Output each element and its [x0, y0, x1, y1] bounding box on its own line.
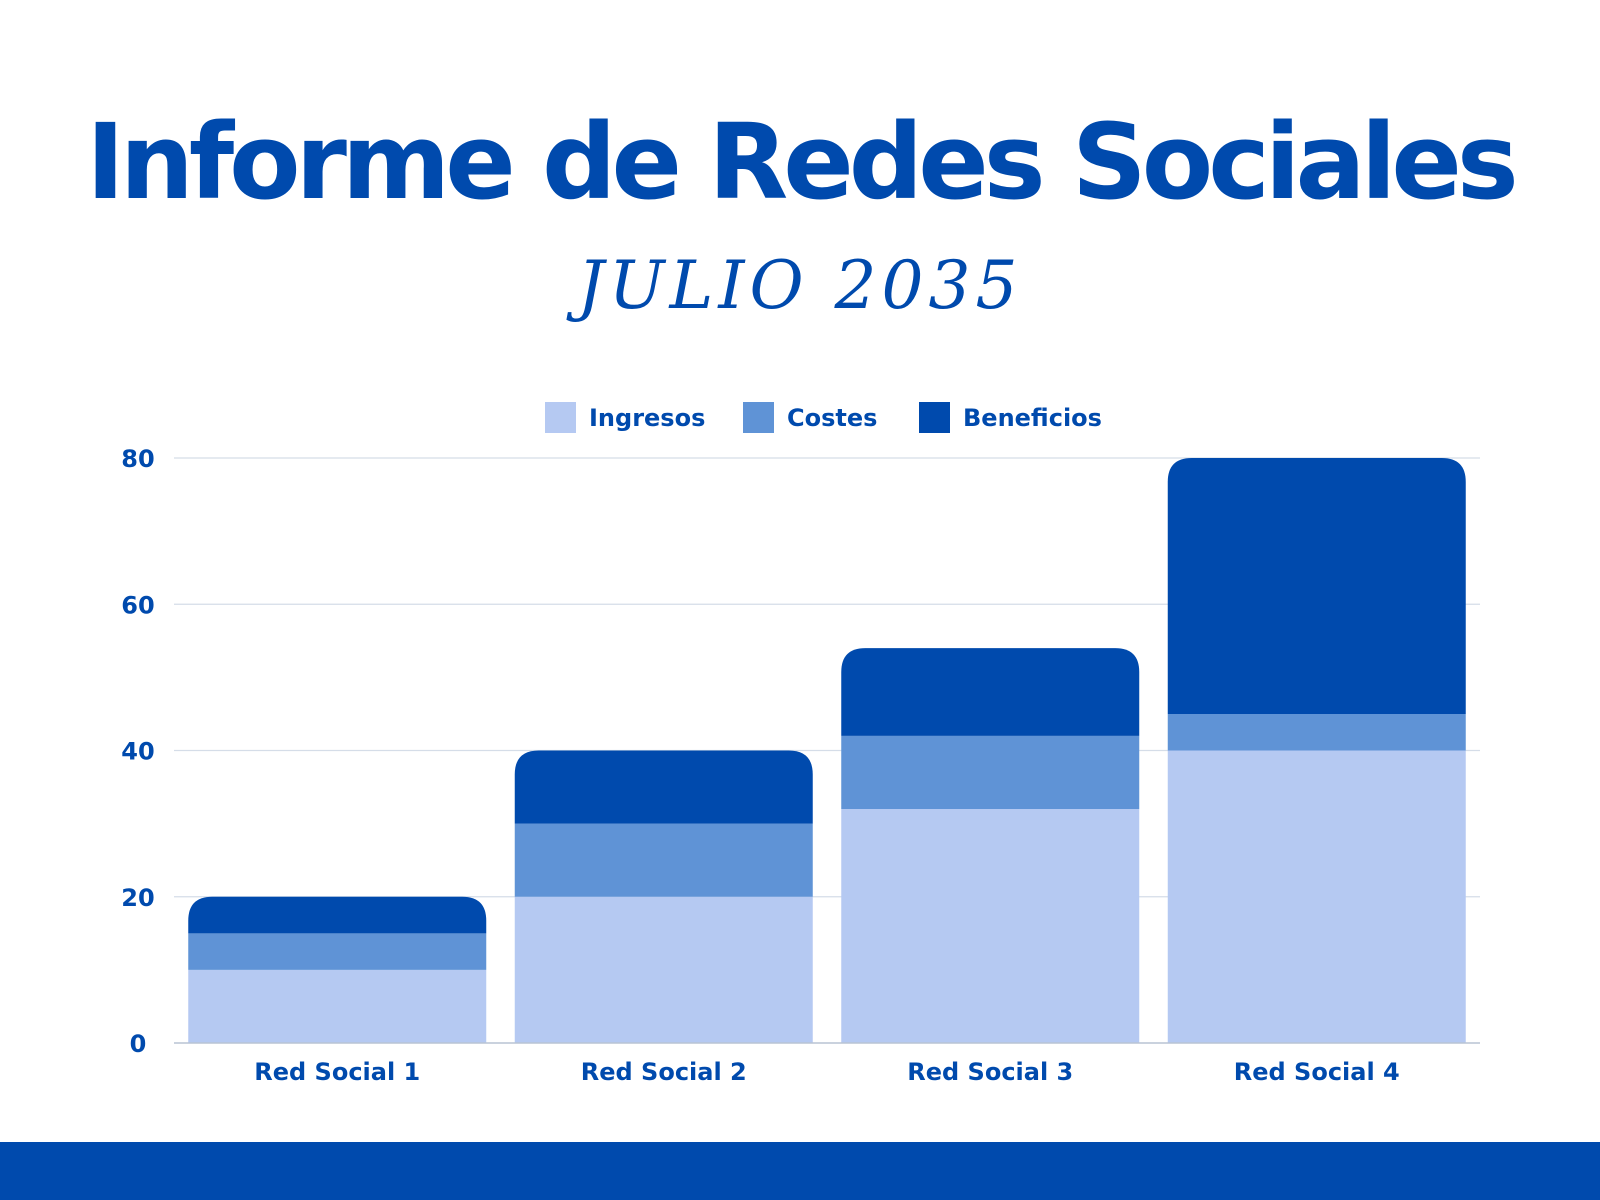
y-tick-label: 40 — [121, 738, 154, 766]
bar-beneficios-2 — [514, 750, 813, 824]
bar-costes-3 — [841, 735, 1140, 809]
y-tick-label: 0 — [130, 1030, 147, 1058]
bar-costes-2 — [514, 823, 813, 897]
y-tick-label: 20 — [121, 884, 154, 912]
x-tick-label: Red Social 4 — [1234, 1058, 1400, 1086]
page-title: Informe de Redes Sociales — [86, 101, 1519, 223]
page-subtitle: JULIO 2035 — [577, 247, 1023, 324]
axes: 0 20 40 60 80 Red Social 1 Red Social 2 Red Soc… — [121, 445, 1480, 1086]
legend-label-ingresos: Ingresos — [589, 404, 705, 432]
x-tick-label: Red Social 2 — [581, 1058, 747, 1086]
bar-beneficios-3 — [841, 648, 1140, 736]
footer-band — [0, 1142, 1600, 1200]
bar-beneficios-1 — [188, 896, 487, 934]
x-tick-label: Red Social 1 — [254, 1058, 420, 1086]
bar-ingresos-3 — [841, 809, 1140, 1043]
bar-costes-4 — [1167, 713, 1466, 751]
bar-ingresos-2 — [514, 896, 813, 1043]
bar-ingresos-1 — [188, 969, 487, 1043]
legend-swatch-beneficios — [919, 402, 950, 433]
x-tick-label: Red Social 3 — [907, 1058, 1073, 1086]
y-tick-label: 60 — [121, 591, 154, 619]
legend-swatch-costes — [743, 402, 774, 433]
bar-costes-1 — [188, 933, 487, 970]
legend-swatch-ingresos — [545, 402, 576, 433]
y-tick-label: 80 — [121, 445, 154, 473]
bars — [188, 458, 1466, 1043]
legend-label-beneficios: Beneficios — [963, 404, 1102, 432]
legend-label-costes: Costes — [787, 404, 877, 432]
bar-ingresos-4 — [1167, 750, 1466, 1043]
bar-beneficios-4 — [1167, 458, 1466, 714]
legend: Ingresos Costes Beneficios — [545, 402, 1102, 433]
